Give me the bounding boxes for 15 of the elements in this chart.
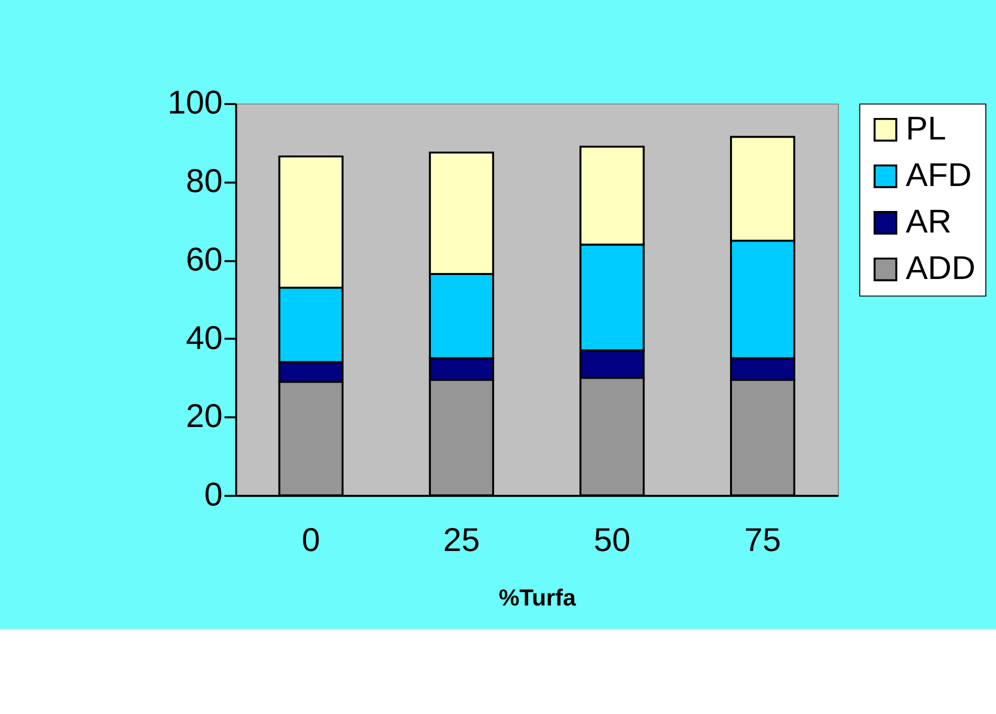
x-tick-label: 25 (443, 521, 480, 558)
legend-label: ADD (906, 249, 976, 286)
y-tick-label: 80 (186, 162, 223, 200)
y-tick-label: 60 (186, 240, 223, 278)
x-tick-label: 50 (594, 521, 630, 558)
y-tick-label: 0 (204, 476, 223, 513)
legend-label: PL (906, 109, 946, 146)
x-axis-title: %Turfa (498, 584, 577, 610)
legend-label: AFD (906, 156, 972, 193)
y-tick-label: 100 (168, 84, 223, 121)
x-tick-label: 75 (744, 521, 781, 558)
x-tick-label: 0 (302, 521, 320, 558)
y-tick-label: 20 (186, 397, 223, 434)
legend-label: AR (906, 202, 952, 240)
y-tick-label: 40 (186, 318, 223, 356)
